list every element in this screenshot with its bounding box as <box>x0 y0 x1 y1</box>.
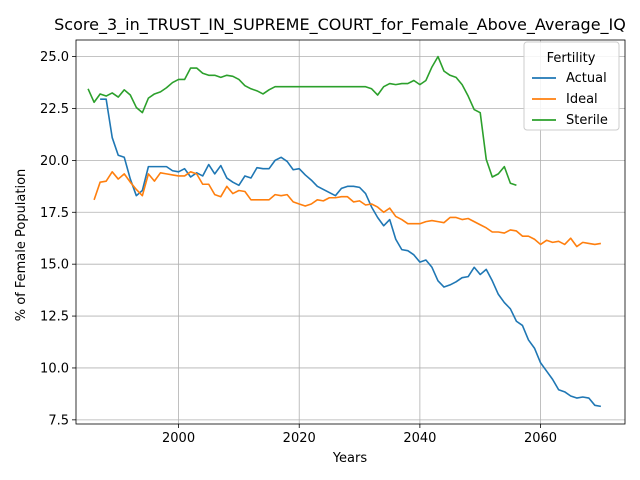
x-tick-label: 2060 <box>524 431 557 446</box>
series-line-actual <box>100 99 601 406</box>
y-tick-label: 22.5 <box>40 102 69 117</box>
y-tick-label: 17.5 <box>40 206 69 221</box>
y-tick-label: 12.5 <box>40 310 69 325</box>
series-line-ideal <box>94 172 601 247</box>
chart-title: Score_3_in_TRUST_IN_SUPREME_COURT_for_Fe… <box>54 15 626 35</box>
y-axis-label: % of Female Population <box>14 169 29 322</box>
x-tick-label: 2040 <box>403 431 436 446</box>
x-tick-label: 2000 <box>162 431 195 446</box>
legend-title: Fertility <box>547 51 596 66</box>
y-tick-label: 25.0 <box>40 50 69 65</box>
x-axis-label: Years <box>332 451 368 466</box>
legend-label: Actual <box>566 71 607 86</box>
legend-label: Sterile <box>566 113 608 128</box>
x-tick-label: 2020 <box>283 431 316 446</box>
axis-ticks: 2000 2020 2040 2060 7.5 10.0 12.5 15.0 17.5 20.0 2… <box>40 50 557 446</box>
y-tick-label: 7.5 <box>48 413 69 428</box>
y-tick-label: 10.0 <box>40 361 69 376</box>
legend: Fertility Actual Ideal Sterile <box>524 42 619 130</box>
y-tick-label: 20.0 <box>40 154 69 169</box>
legend-label: Ideal <box>566 92 598 107</box>
y-tick-label: 15.0 <box>40 258 69 273</box>
